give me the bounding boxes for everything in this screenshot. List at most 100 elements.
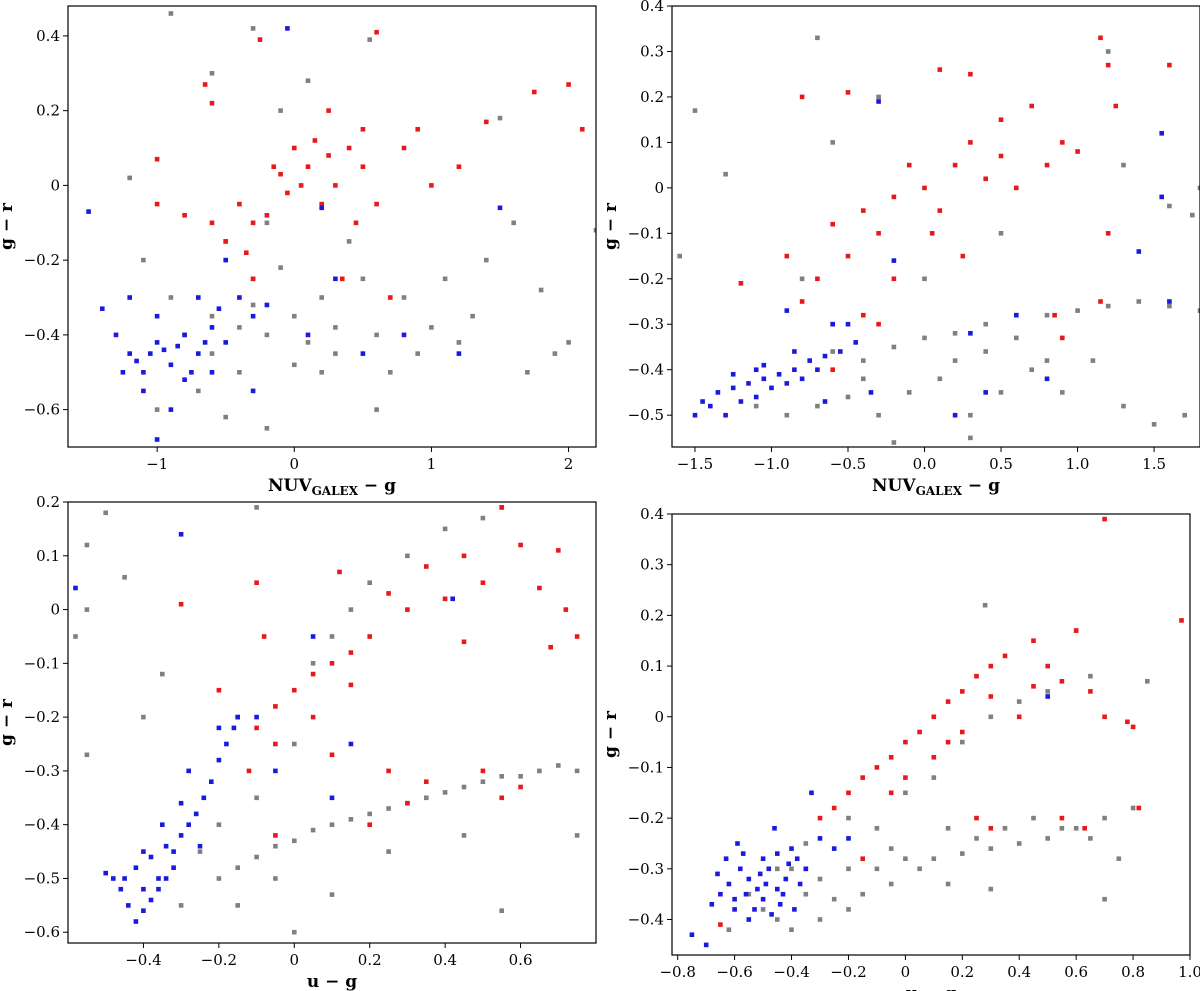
x-tick-label: −0.5 xyxy=(830,455,866,473)
point-blue xyxy=(120,370,126,375)
point-gray xyxy=(726,927,732,932)
point-gray xyxy=(888,846,894,851)
point-red xyxy=(888,755,894,760)
series-gray xyxy=(677,35,1200,445)
point-gray xyxy=(968,435,973,441)
point-gray xyxy=(593,227,596,233)
x-tick-label: −1 xyxy=(146,455,168,473)
point-blue xyxy=(171,849,176,854)
point-gray xyxy=(310,827,316,833)
point-gray xyxy=(1016,699,1022,704)
point-red xyxy=(998,117,1004,122)
point-red xyxy=(202,82,208,87)
point-red xyxy=(386,768,391,774)
point-blue xyxy=(726,881,732,887)
point-gray xyxy=(480,515,486,521)
point-gray xyxy=(1031,815,1036,821)
point-gray xyxy=(789,927,794,932)
point-gray xyxy=(891,344,897,350)
point-red xyxy=(817,815,823,821)
point-blue xyxy=(103,870,108,876)
point-gray xyxy=(552,351,558,356)
point-gray xyxy=(1167,303,1172,309)
point-gray xyxy=(141,714,146,720)
point-red xyxy=(374,29,379,35)
point-blue xyxy=(148,897,154,903)
point-red xyxy=(264,213,270,218)
point-gray xyxy=(817,917,823,922)
point-blue xyxy=(1159,131,1164,136)
point-red xyxy=(480,580,486,585)
point-gray xyxy=(374,407,379,412)
point-red xyxy=(1102,714,1107,720)
point-blue xyxy=(126,903,131,908)
point-gray xyxy=(1121,403,1126,409)
point-blue xyxy=(760,856,766,861)
point-gray xyxy=(983,349,988,354)
y-axis-label: g − r xyxy=(601,710,621,758)
point-gray xyxy=(405,553,410,559)
series-blue xyxy=(86,26,503,442)
point-gray xyxy=(250,302,256,308)
point-blue xyxy=(761,376,767,382)
point-red xyxy=(353,220,359,226)
x-tick-label: 0 xyxy=(901,963,911,981)
point-red xyxy=(480,768,486,774)
point-blue xyxy=(743,891,749,897)
point-red xyxy=(261,634,267,639)
point-gray xyxy=(982,602,988,608)
point-gray xyxy=(874,866,880,872)
x-tick-label: 0.0 xyxy=(913,455,937,473)
y-tick-label: −0.3 xyxy=(24,762,60,780)
point-red xyxy=(952,162,958,168)
point-gray xyxy=(525,370,530,375)
point-red xyxy=(273,833,278,838)
point-gray xyxy=(830,349,835,354)
point-red xyxy=(1014,185,1019,191)
point-gray xyxy=(197,849,203,854)
point-blue xyxy=(689,932,695,937)
point-gray xyxy=(273,843,278,849)
x-tick-label: −1.5 xyxy=(677,455,713,473)
point-gray xyxy=(988,714,994,720)
point-gray xyxy=(803,891,809,897)
y-tick-label: −0.4 xyxy=(628,361,664,379)
point-blue xyxy=(753,367,759,372)
x-tick-label: −0.4 xyxy=(773,963,809,981)
y-tick-label: −0.2 xyxy=(628,270,664,288)
point-red xyxy=(988,663,994,669)
point-red xyxy=(968,71,973,77)
x-tick-label: 0.5 xyxy=(989,455,1013,473)
point-red xyxy=(209,100,215,106)
point-blue xyxy=(772,826,777,831)
point-blue xyxy=(730,385,736,391)
point-red xyxy=(367,822,372,827)
point-blue xyxy=(732,896,737,902)
y-tick-label: −0.3 xyxy=(628,860,664,878)
axes-frame xyxy=(67,5,597,448)
point-gray xyxy=(73,634,78,639)
point-gray xyxy=(988,886,994,892)
point-gray xyxy=(775,917,780,922)
point-red xyxy=(319,201,324,207)
point-red xyxy=(461,553,467,559)
point-gray xyxy=(333,351,338,356)
point-red xyxy=(988,826,994,831)
point-red xyxy=(292,145,297,151)
point-red xyxy=(257,37,263,42)
point-gray xyxy=(122,575,127,580)
point-gray xyxy=(209,313,215,319)
point-blue xyxy=(1014,312,1019,318)
point-red xyxy=(1105,62,1111,68)
point-gray xyxy=(1182,412,1187,418)
point-red xyxy=(1102,516,1107,522)
point-blue xyxy=(216,725,222,731)
point-gray xyxy=(367,37,372,42)
point-gray xyxy=(1075,308,1080,313)
point-blue xyxy=(497,205,503,211)
point-blue xyxy=(118,886,124,892)
point-red xyxy=(960,253,966,259)
point-gray xyxy=(998,231,1004,236)
point-gray xyxy=(292,313,297,319)
point-gray xyxy=(746,891,752,897)
